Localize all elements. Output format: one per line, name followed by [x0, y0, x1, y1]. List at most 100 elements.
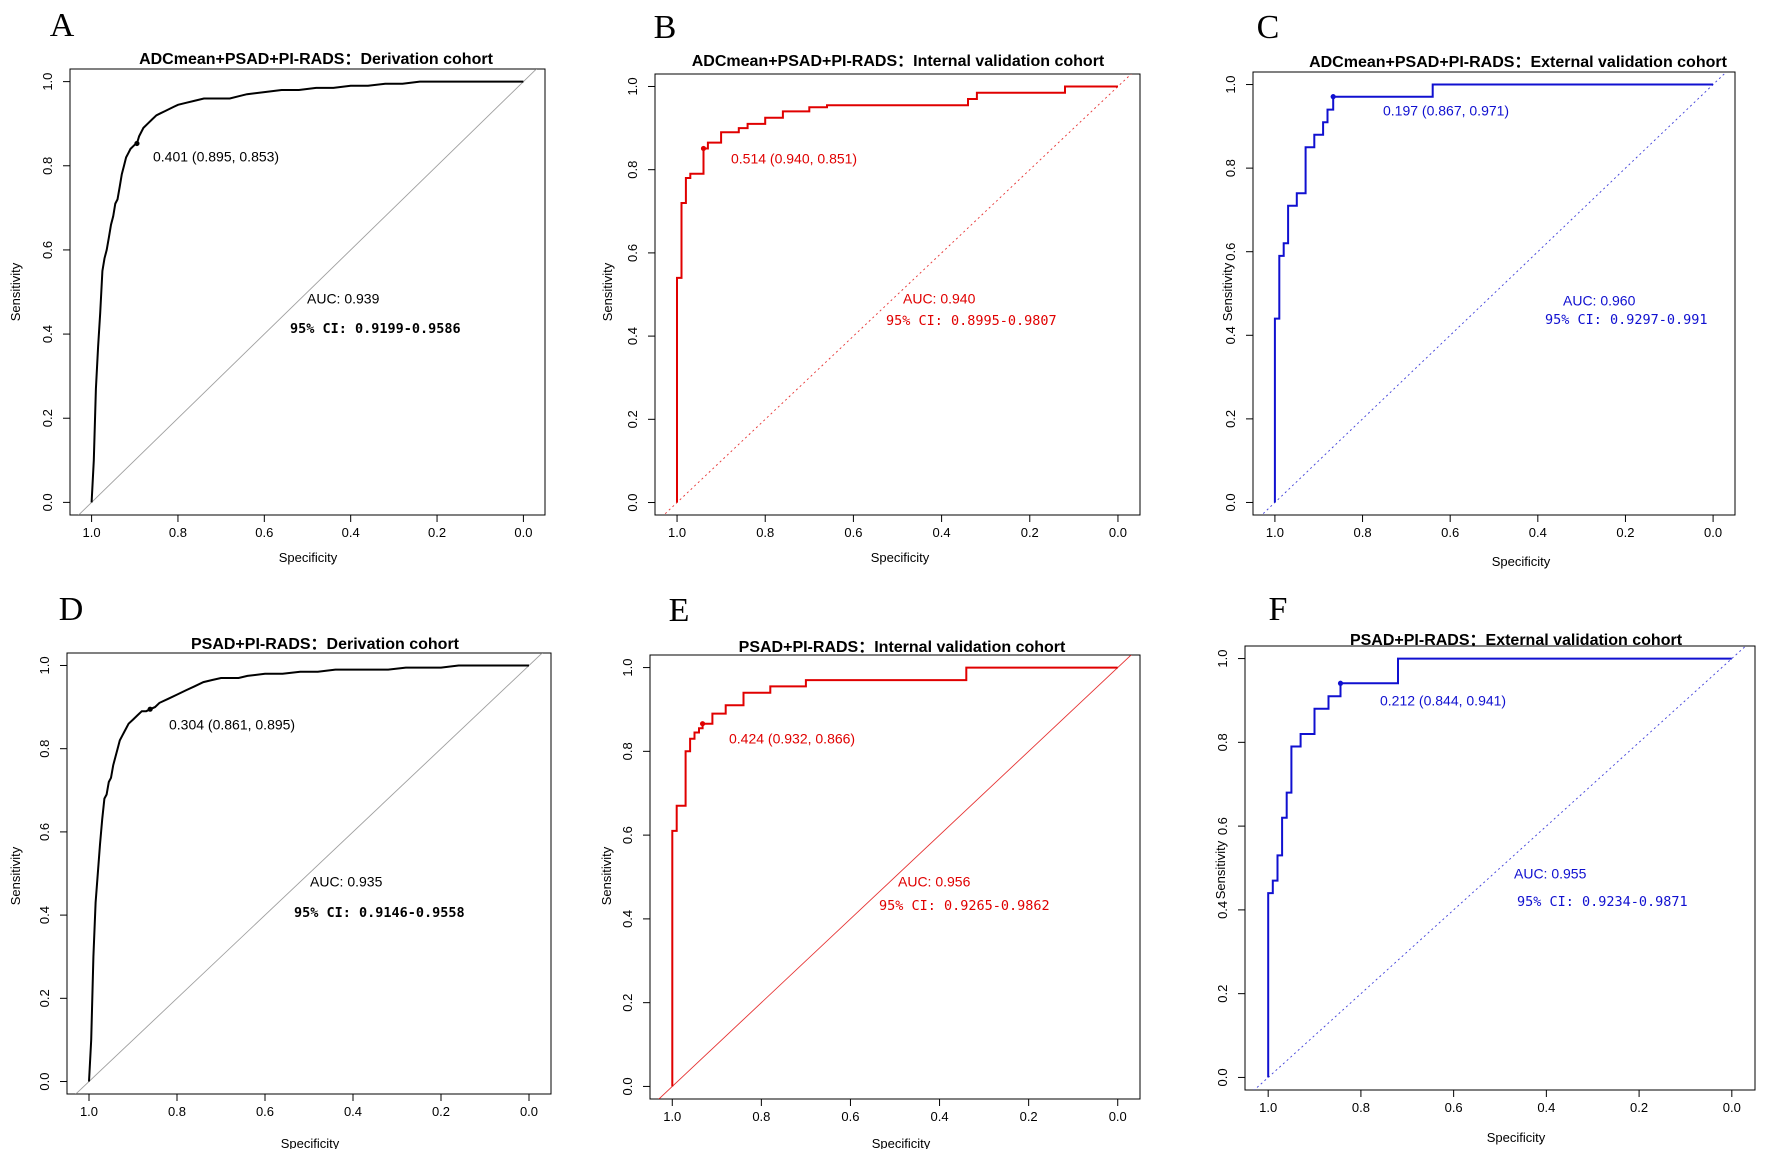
y-tick-label: 0.6	[625, 244, 640, 262]
threshold-point	[134, 140, 140, 147]
x-tick-label: 1.0	[83, 525, 101, 540]
x-tick-label: 0.8	[1352, 1100, 1370, 1115]
threshold-point	[700, 145, 707, 152]
y-tick-label: 0.6	[40, 241, 55, 259]
x-tick-label: 0.4	[342, 525, 360, 540]
x-tick-label: 0.0	[514, 525, 532, 540]
auc-label: AUC: 0.956	[898, 874, 971, 890]
x-tick-label: 0.2	[1630, 1100, 1648, 1115]
threshold-point	[147, 706, 153, 712]
diagonal-reference-line	[658, 655, 1132, 1099]
threshold-label: 0.401 (0.895, 0.853)	[153, 149, 279, 165]
plot-frame	[69, 68, 546, 516]
chart-title: PSAD+PI-RADS：Internal validation cohort	[739, 639, 1066, 656]
chart-title: ADCmean+PSAD+PI-RADS：Internal validation…	[692, 53, 1105, 70]
x-axis-title: Specificity	[1487, 1130, 1546, 1145]
y-tick-label: 0.4	[37, 906, 52, 924]
plot-frame	[654, 73, 1141, 516]
y-axis-title: Sensitivity	[1213, 840, 1228, 899]
ci-label: 95% CI: 0.8995-0.9807	[886, 313, 1057, 329]
x-tick-label: 0.6	[1445, 1100, 1463, 1115]
y-axis-title: Sensitivity	[8, 262, 23, 321]
panel-letter: A	[50, 7, 75, 44]
x-tick-label: 0.8	[169, 525, 187, 540]
y-tick-label: 0.8	[37, 740, 52, 758]
x-tick-label: 0.4	[931, 1109, 949, 1124]
chart-title: ADCmean+PSAD+PI-RADS：External validation…	[1309, 54, 1728, 71]
y-tick-label: 0.2	[40, 409, 55, 427]
x-tick-label: 0.4	[344, 1104, 362, 1119]
x-axis-title: Specificity	[872, 1136, 931, 1149]
x-tick-label: 1.0	[1266, 525, 1284, 540]
y-tick-label: 0.2	[625, 410, 640, 428]
auc-label: AUC: 0.935	[310, 874, 383, 890]
x-tick-label: 0.2	[1020, 1109, 1038, 1124]
chart-title: PSAD+PI-RADS：Derivation cohort	[191, 636, 460, 653]
x-tick-label: 0.4	[1537, 1100, 1555, 1115]
x-tick-label: 0.2	[1616, 525, 1634, 540]
x-tick-label: 0.6	[844, 525, 862, 540]
panel-letter: C	[1257, 9, 1280, 46]
x-tick-label: 0.6	[256, 1104, 274, 1119]
x-tick-label: 0.8	[756, 525, 774, 540]
y-tick-label: 0.8	[1223, 159, 1238, 177]
diagonal-reference-line	[663, 74, 1132, 515]
ci-label: 95% CI: 0.9265-0.9862	[879, 898, 1050, 914]
roc-curve	[676, 85, 1118, 503]
y-tick-label: 0.6	[620, 826, 635, 844]
x-tick-label: 0.0	[1109, 1109, 1127, 1124]
roc-panel-e: E PSAD+PI-RADS：Internal validation cohort…	[599, 592, 1141, 1149]
threshold-point	[1330, 94, 1336, 100]
y-tick-label: 0.0	[37, 1072, 52, 1090]
y-tick-label: 0.8	[1215, 733, 1230, 751]
x-tick-label: 0.0	[1704, 525, 1722, 540]
x-axis-title: Specificity	[279, 550, 338, 565]
x-tick-label: 1.0	[80, 1104, 98, 1119]
auc-label: AUC: 0.955	[1514, 866, 1587, 882]
ci-label: 95% CI: 0.9146-0.9558	[294, 905, 465, 921]
x-tick-label: 0.4	[933, 525, 951, 540]
x-tick-label: 0.2	[428, 525, 446, 540]
panel-letter: F	[1269, 591, 1288, 628]
panel-letter: B	[654, 9, 677, 46]
x-axis-title: Specificity	[871, 550, 930, 565]
y-tick-label: 0.4	[620, 910, 635, 928]
x-tick-label: 0.2	[432, 1104, 450, 1119]
y-tick-label: 1.0	[40, 73, 55, 91]
y-tick-label: 0.0	[1215, 1068, 1230, 1086]
roc-curve	[1273, 83, 1714, 503]
plot-frame	[1252, 71, 1736, 516]
x-tick-label: 0.8	[168, 1104, 186, 1119]
ci-label: 95% CI: 0.9199-0.9586	[290, 321, 461, 337]
y-tick-label: 1.0	[625, 77, 640, 95]
x-tick-label: 0.8	[752, 1109, 770, 1124]
panel-letter: E	[669, 592, 690, 629]
y-tick-label: 1.0	[1215, 650, 1230, 668]
y-tick-label: 0.2	[1215, 985, 1230, 1003]
diagonal-reference-line	[1253, 646, 1747, 1090]
x-tick-label: 0.8	[1354, 525, 1372, 540]
roc-panel-a: A ADCmean+PSAD+PI-RADS：Derivation cohort 1…	[8, 7, 546, 565]
x-axis-title: Specificity	[281, 1136, 340, 1149]
diagonal-reference-line	[77, 69, 538, 515]
roc-panel-d: D PSAD+PI-RADS：Derivation cohort 1.0 0.8 0.6…	[8, 591, 552, 1149]
y-tick-label: 0.0	[625, 493, 640, 511]
x-tick-label: 1.0	[1259, 1100, 1277, 1115]
y-tick-label: 0.0	[40, 493, 55, 511]
y-axis-title: Sensitivity	[8, 846, 23, 905]
diagonal-reference-line	[1261, 72, 1727, 515]
auc-label: AUC: 0.940	[903, 291, 976, 307]
y-tick-label: 0.8	[40, 157, 55, 175]
y-tick-label: 0.8	[625, 161, 640, 179]
x-axis-title: Specificity	[1492, 554, 1551, 569]
plot-frame	[649, 654, 1141, 1100]
plot-frame	[66, 652, 552, 1095]
y-tick-label: 0.0	[620, 1077, 635, 1095]
threshold-point	[699, 721, 706, 727]
y-tick-label: 0.0	[1223, 493, 1238, 511]
threshold-label: 0.197 (0.867, 0.971)	[1383, 103, 1509, 119]
threshold-point	[1337, 680, 1344, 686]
y-axis-title: Sensitivity	[600, 262, 615, 321]
x-tick-label: 0.6	[255, 525, 273, 540]
